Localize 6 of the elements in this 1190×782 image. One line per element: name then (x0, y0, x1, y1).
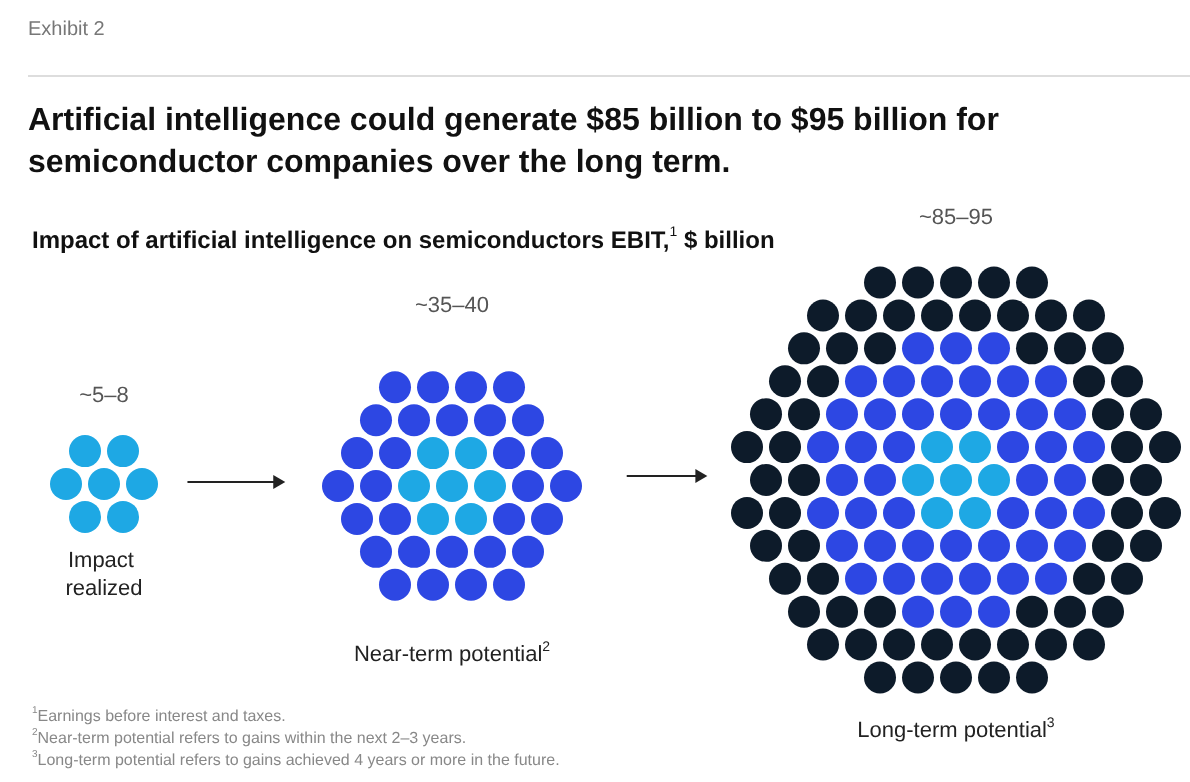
category-label: Impact realized (65, 549, 143, 602)
text: Artificial intelligence could generate $85 billion to $95 billion for semiconductor companies over the long term. (28, 104, 1008, 180)
data-label: ~5–8 (79, 383, 129, 408)
data-label: ~85–95 (918, 206, 994, 231)
data-label: ~35–40 (414, 294, 490, 319)
text: Exhibit 2 (28, 19, 106, 41)
